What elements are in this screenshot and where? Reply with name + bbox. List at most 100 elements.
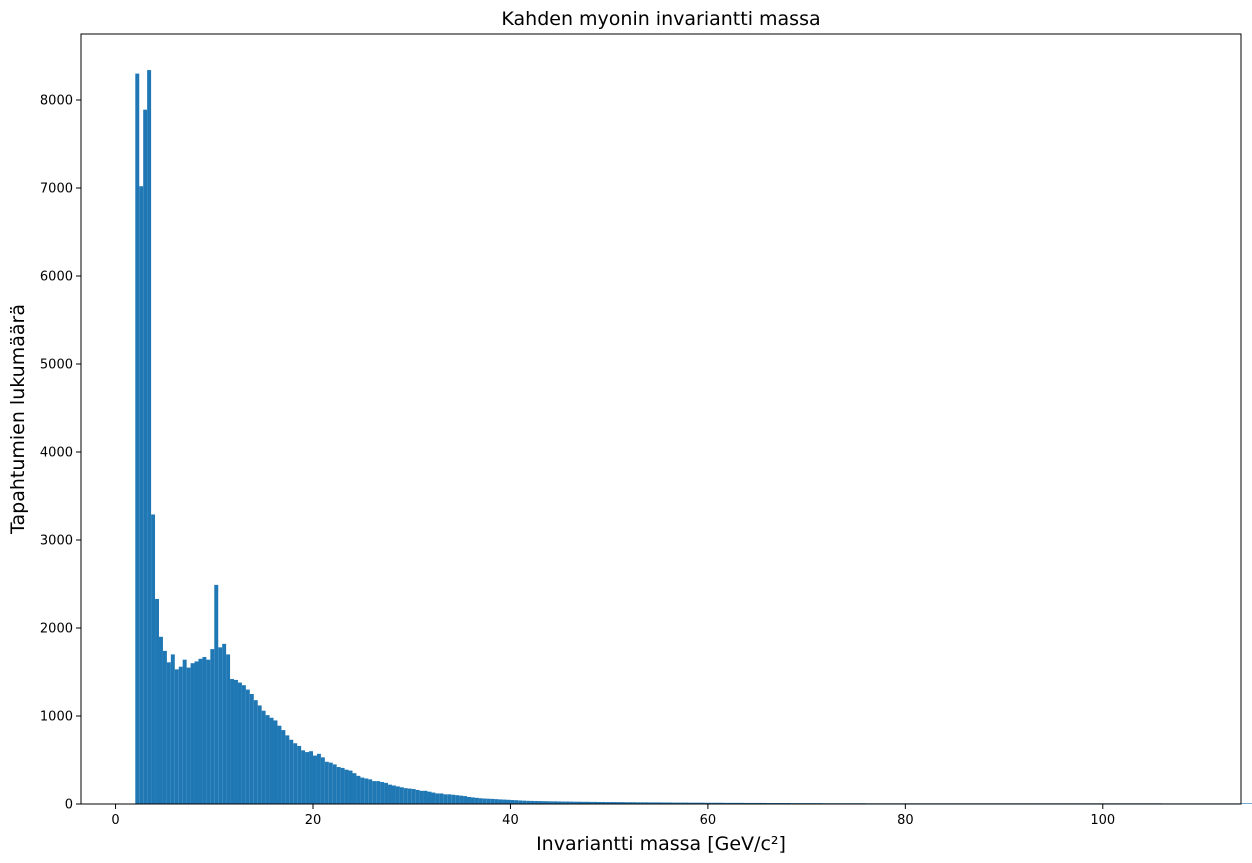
histogram-bar (703, 802, 708, 804)
histogram-bar (644, 802, 649, 804)
histogram-bar (403, 788, 408, 804)
histogram-bar (463, 796, 468, 804)
histogram-bar (711, 802, 716, 804)
histogram-bar (597, 801, 602, 804)
histogram-bar (731, 802, 736, 804)
histogram-bar (253, 700, 258, 804)
histogram-bar (443, 794, 448, 804)
histogram-bar (214, 584, 219, 804)
histogram-bar (198, 658, 203, 804)
histogram-bar (226, 654, 231, 804)
histogram-bar (723, 802, 728, 804)
histogram-bar (316, 753, 321, 804)
histogram-bar (368, 779, 373, 804)
histogram-bar (372, 781, 377, 804)
histogram-bar (245, 689, 250, 804)
histogram-bar (534, 801, 539, 804)
y-tick-label: 0 (65, 798, 73, 813)
histogram-bar (162, 650, 167, 804)
histogram-bar (617, 802, 622, 804)
histogram-bar (269, 717, 274, 804)
histogram-bar (628, 802, 633, 804)
histogram-bar (257, 705, 262, 804)
histogram-bar (490, 798, 495, 804)
histogram-bar (1248, 803, 1252, 804)
y-tick-label: 3000 (40, 534, 73, 549)
histogram-bar (656, 802, 661, 804)
histogram-bar (158, 636, 163, 804)
histogram-bar (577, 801, 582, 804)
histogram-bar (301, 750, 306, 804)
histogram-bar (538, 801, 543, 804)
histogram-bar (190, 663, 195, 804)
histogram-bar (332, 764, 337, 804)
histogram-bar (309, 751, 313, 804)
histogram-bar (660, 802, 665, 804)
histogram-bar (613, 802, 618, 804)
histogram-bar (581, 801, 586, 804)
histogram-bar (593, 801, 598, 804)
x-tick-label: 40 (502, 813, 519, 828)
histogram-bar (399, 787, 404, 804)
histogram-bar (155, 598, 159, 804)
x-tick-label: 80 (897, 813, 914, 828)
histogram-bar (328, 762, 333, 804)
histogram-bar (605, 802, 610, 804)
histogram-bar (320, 757, 325, 804)
histogram-bar (494, 799, 499, 804)
histogram-bar (478, 798, 483, 804)
y-axis-label: Tapahtumien lukumäärä (7, 304, 29, 535)
histogram-bar (632, 802, 637, 804)
histogram-bar (692, 802, 697, 804)
histogram-bar (688, 802, 693, 804)
histogram-bar (589, 801, 594, 804)
y-tick-label: 4000 (40, 446, 73, 461)
histogram-bar (139, 186, 144, 805)
histogram-bar (289, 739, 294, 804)
histogram-bar (324, 761, 329, 804)
histogram-bar (668, 802, 673, 804)
histogram-bar (281, 730, 286, 804)
histogram-bar (601, 801, 606, 804)
histogram-bar (230, 679, 235, 804)
histogram-bar (467, 796, 471, 804)
histogram-bar (388, 784, 392, 804)
y-tick-label: 7000 (40, 182, 73, 197)
histogram-bar (261, 710, 266, 804)
histogram-bar (431, 792, 436, 804)
histogram-bar (648, 802, 653, 804)
histogram-bar (743, 802, 748, 804)
histogram-bar (222, 643, 227, 804)
histogram-bar (360, 777, 365, 804)
x-axis-ticks: 0 20 40 60 80 100 (111, 804, 1115, 828)
histogram-bar (451, 794, 456, 804)
histogram-bar (376, 781, 381, 804)
histogram-bar (676, 802, 681, 804)
histogram-bar (514, 800, 519, 804)
histogram-bar (1244, 803, 1249, 804)
histogram-bar (147, 70, 152, 804)
histogram-bar (573, 801, 578, 804)
histogram-bar (751, 802, 756, 804)
histogram-bar (447, 794, 452, 804)
histogram-bar (696, 802, 700, 804)
histogram-bar (151, 514, 156, 804)
histogram-bar (1241, 803, 1245, 804)
histogram-bar (210, 649, 215, 804)
histogram-bar (391, 785, 396, 804)
histogram-bar (510, 800, 515, 804)
histogram-bar (621, 802, 625, 804)
y-tick-label: 5000 (40, 358, 73, 373)
histogram-bar (218, 647, 223, 804)
histogram-bar (340, 767, 345, 804)
histogram-bar (455, 795, 460, 804)
histogram-bar (506, 799, 511, 804)
x-tick-label: 60 (700, 813, 717, 828)
histogram-bar (542, 801, 546, 804)
histogram-bar (763, 802, 768, 804)
histogram-bar (664, 802, 669, 804)
histogram-bar (755, 802, 760, 804)
histogram-bar (352, 773, 357, 804)
histogram-bar (344, 769, 349, 804)
